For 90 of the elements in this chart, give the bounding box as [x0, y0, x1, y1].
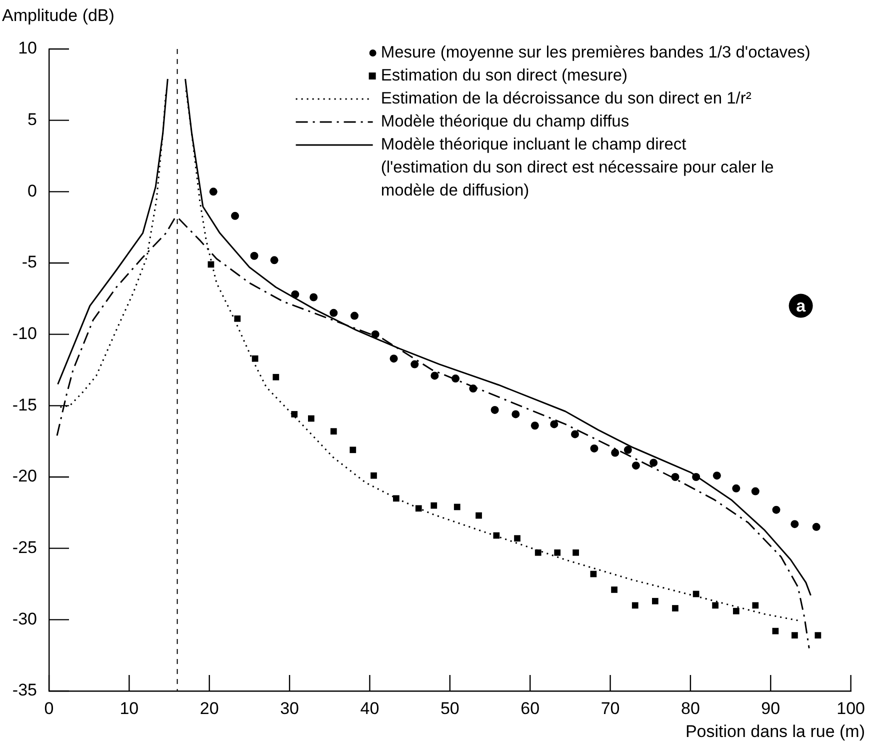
y-axis-title: Amplitude (dB): [2, 6, 114, 26]
point: [291, 411, 298, 418]
point: [772, 628, 779, 634]
point: [632, 602, 638, 609]
point: [490, 406, 499, 414]
x-tick-label: 40: [360, 698, 380, 718]
point: [732, 484, 740, 492]
point: [554, 549, 561, 556]
point: [514, 535, 520, 542]
point: [493, 532, 500, 539]
point: [751, 487, 760, 496]
point: [270, 256, 278, 264]
point: [572, 549, 579, 556]
point: [415, 505, 422, 512]
legend-label: Estimation du son direct (mesure): [380, 66, 628, 85]
point: [291, 290, 300, 298]
x-tick-label: 60: [520, 698, 540, 718]
x-tick-label: 80: [680, 698, 700, 718]
y-tick-label: -10: [12, 324, 37, 344]
point: [350, 312, 358, 320]
point: [712, 472, 721, 480]
y-tick-label: -20: [12, 466, 37, 486]
point: [430, 372, 439, 380]
point: [611, 586, 618, 593]
annotation: a: [796, 296, 806, 316]
point: [370, 472, 377, 479]
point: [550, 420, 558, 428]
point: [410, 360, 419, 368]
y-tick-label: 10: [18, 38, 37, 58]
y-tick-label: -35: [12, 680, 37, 700]
point: [790, 520, 799, 528]
point: [250, 252, 258, 260]
y-tick-label: -5: [22, 252, 37, 272]
point: [452, 374, 460, 383]
point: [310, 293, 318, 302]
point: [712, 602, 718, 609]
point: [231, 212, 240, 220]
point: [308, 415, 314, 422]
x-axis-title: Position dans la rue (m): [685, 722, 865, 742]
y-tick-label: -15: [12, 395, 37, 414]
point: [752, 602, 759, 609]
point: [611, 448, 620, 457]
point: [650, 458, 658, 467]
point: [732, 608, 740, 614]
point: [792, 632, 798, 639]
point: [812, 522, 820, 531]
point: [624, 446, 632, 454]
point: [208, 261, 214, 268]
x-tick-label: 70: [600, 698, 620, 718]
point: [814, 632, 822, 639]
legend-label: Mesure (moyenne sur les premières bandes 1/3 d'octaves): [380, 44, 810, 62]
point: [252, 355, 258, 362]
point: [454, 504, 460, 510]
y-tick-label: 0: [28, 181, 37, 200]
point: [671, 473, 680, 481]
y-tick-label: 5: [28, 110, 37, 130]
point: [234, 315, 241, 322]
point: [512, 410, 520, 418]
y-tick-label: -25: [12, 538, 37, 558]
point: [350, 446, 356, 454]
point: [476, 512, 482, 519]
x-tick-label: 90: [761, 698, 780, 718]
point: [632, 462, 640, 470]
point: [371, 330, 380, 338]
x-tick-label: 10: [120, 698, 139, 718]
point: [393, 495, 400, 502]
point: [672, 605, 678, 612]
point: [590, 444, 598, 452]
x-tick-label: 100: [836, 698, 866, 718]
point: [692, 473, 700, 481]
x-tick-label: 50: [440, 698, 460, 718]
point: [330, 308, 338, 317]
point: [209, 188, 218, 196]
y-tick-label: -30: [12, 609, 37, 628]
point: [570, 430, 579, 438]
point: [430, 502, 438, 509]
point: [652, 598, 658, 604]
x-tick-label: 0: [44, 698, 54, 718]
x-tick-label: 20: [200, 698, 219, 718]
point: [534, 549, 542, 556]
x-tick-label: 30: [280, 698, 300, 718]
point: [272, 374, 280, 380]
point: [390, 354, 398, 363]
point: [530, 422, 539, 430]
point: [469, 384, 478, 393]
legend-label: Estimation de la décroissance du son direct en 1/r²: [380, 90, 752, 108]
point: [330, 428, 337, 435]
legend-label: Modèle théorique du champ diffus: [380, 112, 630, 131]
legend-label: Modèle théorique incluant le champ direct (l'estimation du son direct est nécessaire pour caler le modèle de diffusion): [380, 136, 774, 200]
point: [772, 506, 780, 514]
